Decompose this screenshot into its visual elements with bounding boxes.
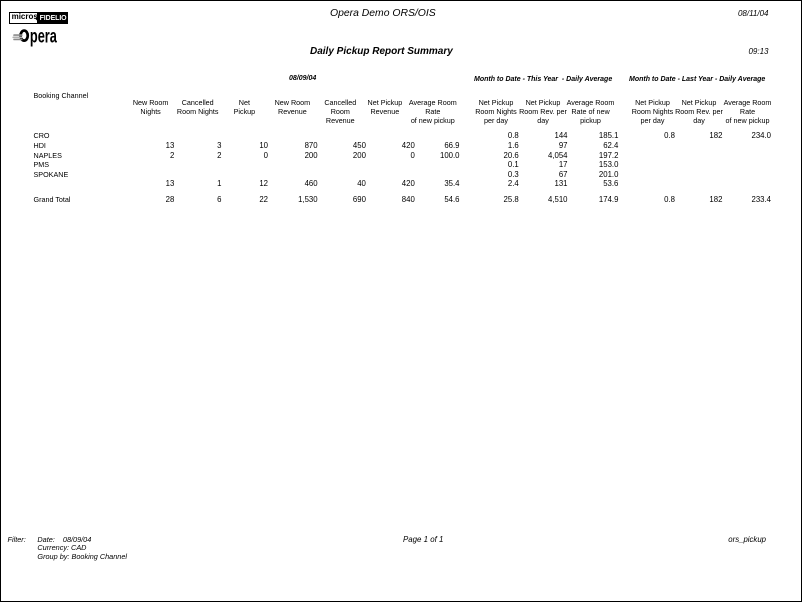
- svg-text:pera: pera: [30, 27, 57, 48]
